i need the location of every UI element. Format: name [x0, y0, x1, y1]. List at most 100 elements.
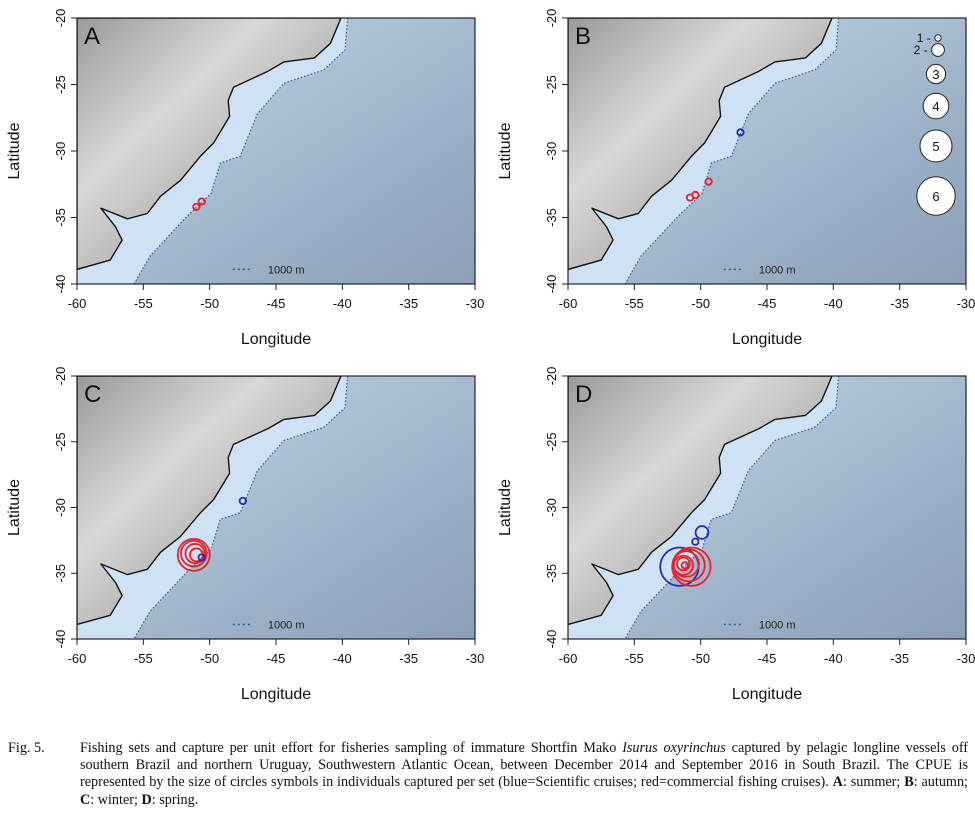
x-tick-label: -50: [200, 296, 219, 311]
caption-key-d: D: [141, 791, 152, 808]
caption-key-a: A: [832, 774, 843, 791]
x-tick-label: -55: [134, 296, 153, 311]
map-panel-a: 1000 m A -60 -55 -50 -45 -40 -35 -30 -20 -25 -30 -35…: [6, 9, 484, 348]
cpue-point-commercial: [704, 177, 713, 186]
caption-season-a: : summer;: [842, 774, 905, 791]
x-tick-label: -60: [559, 651, 578, 666]
y-axis-title: Latitude: [497, 479, 514, 536]
cpue-point-commercial: [672, 554, 694, 576]
legend-isobath-label: 1000 m: [759, 620, 796, 632]
cpue-point-commercial: [676, 556, 691, 572]
legend-size-circle: [916, 176, 956, 216]
x-tick-label: -45: [758, 296, 777, 311]
caption-text: Fishing sets and capture per unit effort…: [80, 740, 623, 756]
x-tick-label: -50: [691, 296, 710, 311]
caption-text: captured by pelagic longline vessels off…: [80, 740, 969, 791]
x-axis-title: Longitude: [241, 331, 311, 348]
map-area: 1000 m C: [77, 376, 475, 639]
x-tick-label: -55: [134, 651, 153, 666]
legend-size-label: 1 -: [917, 31, 931, 45]
y-tick-label: -30: [53, 142, 68, 161]
y-tick-label: -25: [53, 75, 68, 94]
y-axis-title: Latitude: [6, 122, 23, 179]
caption-season-c: : winter;: [90, 791, 142, 808]
land: [77, 376, 342, 626]
caption-number: Fig. 5.: [8, 740, 45, 756]
cpue-point-scientific: [238, 496, 247, 506]
cpue-point-scientific: [197, 553, 206, 562]
x-tick-label: -55: [625, 296, 644, 311]
y-tick-label: -40: [544, 275, 559, 294]
isobath-1000m: [133, 376, 349, 639]
legend-isobath-label: 1000 m: [268, 264, 305, 276]
map-area: 1000 m B: [568, 18, 966, 284]
land: [568, 376, 833, 626]
x-tick-label: -35: [890, 651, 909, 666]
y-tick-label: -35: [53, 564, 68, 583]
y-tick-label: -20: [53, 367, 68, 386]
cpue-size-legend: 1 -2 - 3 4 5 6: [914, 31, 956, 216]
y-tick-label: -40: [544, 630, 559, 649]
y-tick-label: -20: [53, 9, 68, 28]
x-axis-title: Longitude: [241, 686, 311, 703]
figure-panels: 1000 m A -60 -55 -50 -45 -40 -35 -30 -20 -25 -30 -35…: [6, 9, 975, 703]
continental-shelf: [568, 376, 839, 639]
caption-season-d: : spring.: [151, 791, 199, 808]
x-tick-label: -50: [200, 651, 219, 666]
x-tick-label: -50: [691, 651, 710, 666]
legend-size-label: 5: [932, 139, 939, 154]
map-panel-d: 1000 m D -60 -55 -50 -45 -40 -35 -30 -20 -25 -30 -35…: [497, 367, 975, 703]
y-tick-label: -40: [53, 275, 68, 294]
y-tick-label: -30: [544, 142, 559, 161]
cpue-point-commercial: [680, 561, 689, 570]
x-tick-label: -30: [466, 651, 485, 666]
land: [568, 18, 833, 271]
legend-size-label: 6: [932, 189, 939, 204]
x-tick-label: -60: [559, 296, 578, 311]
isobath-1000m: [624, 376, 840, 639]
legend-size-label: 2 -: [914, 43, 928, 57]
cpue-point-commercial: [691, 190, 700, 199]
caption-body: Fishing sets and capture per unit effort…: [80, 740, 968, 809]
y-axis-title: Latitude: [6, 479, 23, 536]
x-tick-label: -55: [625, 651, 644, 666]
legend-size-label: 3: [932, 67, 939, 82]
x-tick-label: -40: [333, 651, 352, 666]
caption-species: Isurus oxyrinchus: [622, 740, 726, 756]
x-tick-label: -60: [68, 651, 87, 666]
y-tick-label: -20: [544, 9, 559, 28]
x-tick-label: -30: [466, 296, 485, 311]
panel-label: D: [575, 381, 592, 408]
legend-size-circle: [931, 43, 945, 57]
legend-size-label: 4: [932, 99, 939, 114]
continental-shelf: [77, 376, 348, 639]
cpue-point-commercial: [197, 197, 206, 206]
y-axis-title: Latitude: [497, 122, 514, 179]
y-tick-label: -40: [53, 630, 68, 649]
x-tick-label: -40: [824, 296, 843, 311]
map-panel-c: 1000 m C -60 -55 -50 -45 -40 -35 -30 -20 -25 -30 -35…: [6, 367, 484, 703]
y-tick-label: -25: [544, 432, 559, 451]
x-tick-label: -35: [399, 296, 418, 311]
legend-isobath-label: 1000 m: [759, 264, 796, 276]
caption-key-b: B: [904, 774, 914, 791]
continental-shelf: [77, 18, 348, 284]
x-tick-label: -40: [824, 651, 843, 666]
panel-label: A: [84, 23, 100, 50]
y-tick-label: -30: [544, 498, 559, 517]
x-tick-label: -45: [267, 651, 286, 666]
caption-key-c: C: [80, 791, 91, 808]
map-panel-b: 1000 m B -60 -55 -50 -45 -40 -35 -30 -20 -25 -30 -35…: [497, 9, 975, 348]
y-tick-label: -30: [53, 498, 68, 517]
y-tick-label: -25: [544, 75, 559, 94]
y-tick-label: -35: [544, 208, 559, 227]
isobath-1000m: [133, 18, 349, 284]
x-tick-label: -35: [399, 651, 418, 666]
isobath-1000m: [624, 18, 840, 284]
y-tick-label: -35: [53, 208, 68, 227]
x-tick-label: -40: [333, 296, 352, 311]
cpue-point-commercial: [176, 537, 211, 572]
x-tick-label: -45: [267, 296, 286, 311]
land: [77, 18, 342, 271]
x-tick-label: -45: [758, 651, 777, 666]
